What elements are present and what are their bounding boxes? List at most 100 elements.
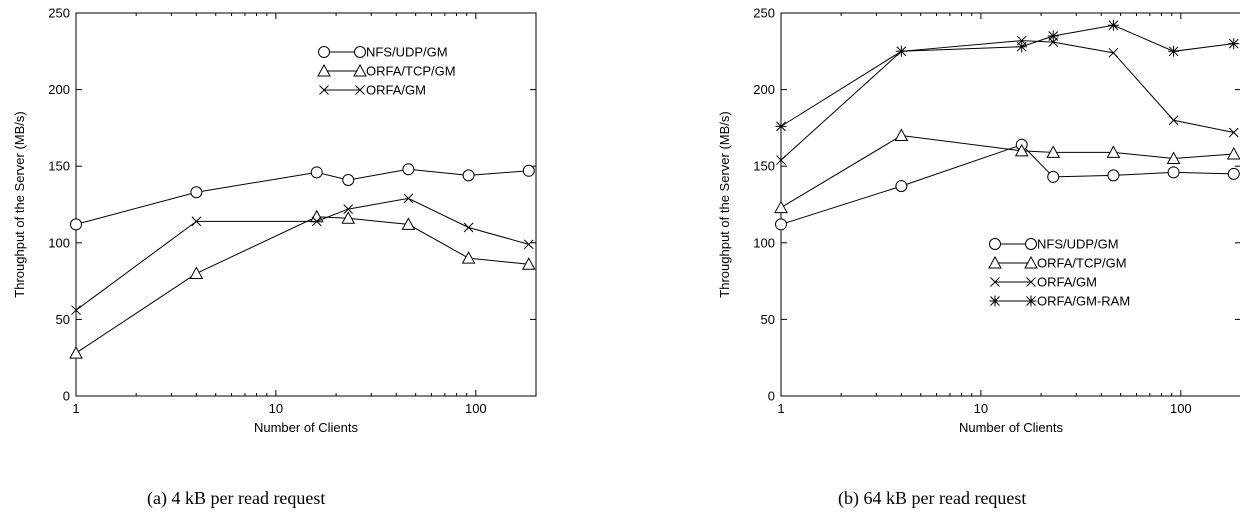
chart-b-series-0-point <box>1047 170 1060 183</box>
chart-b-series-0-point <box>895 180 908 193</box>
chart-a-series-2-point <box>403 193 414 204</box>
chart-b-series-3-point <box>1047 30 1059 42</box>
chart-a-series-1-point <box>401 217 416 230</box>
chart-b-xlabel: Number of Clients <box>959 420 1064 435</box>
chart-a-ytick-label: 50 <box>56 312 70 327</box>
chart-panel-a: 0 50 100 150 200 250 1 10 100 Number of Clients Th… <box>0 0 600 519</box>
chart-b-series-3-point <box>1168 45 1180 57</box>
chart-b-ylabel: Throughput of the Server (MB/s) <box>717 111 732 297</box>
chart-b-legend-marker <box>1025 238 1037 250</box>
chart-a-ytick-label: 250 <box>48 6 70 21</box>
chart-a-series-2-point <box>311 216 322 227</box>
caption-b: (b) 64 kB per read request <box>838 488 1027 508</box>
chart-b-legend-marker <box>988 255 1002 269</box>
chart-a-ytick-label: 100 <box>48 235 70 250</box>
chart-a-ytick-label: 200 <box>48 82 70 97</box>
chart-a-svg: 0 50 100 150 200 250 1 10 100 Number of Clients Th… <box>12 6 537 435</box>
chart-b-ytick-label: 50 <box>761 312 775 327</box>
chart-a-legend-label: ORFA/GM <box>366 83 426 98</box>
chart-b-series-2-point <box>1228 127 1239 138</box>
chart-a-series-2-point <box>343 204 354 214</box>
chart-a-legend-marker <box>318 46 330 58</box>
chart-a-series-1-point <box>521 257 536 270</box>
chart-b-series-2-point <box>776 155 786 165</box>
chart-b-series-1-point <box>1106 145 1121 158</box>
chart-a-legend-marker <box>353 63 367 77</box>
chart-b-legend-label: ORFA/GM <box>1037 275 1097 290</box>
chart-b-series-0-line <box>780 144 1234 225</box>
chart-b-series-1-point <box>774 200 788 214</box>
chart-a-legend-marker <box>319 85 329 95</box>
chart-a-legend-label: NFS/UDP/GM <box>366 45 448 60</box>
chart-b-legend-marker <box>990 277 1000 287</box>
chart-b-series-2-line <box>780 40 1234 161</box>
chart-b-series-1-point <box>1046 145 1061 158</box>
chart-a-series-0-point <box>522 164 535 177</box>
chart-a-legend-label: ORFA/TCP/GM <box>366 64 456 79</box>
chart-b-series-0-point <box>1227 167 1240 180</box>
chart-a-series-2-point <box>191 216 202 227</box>
chart-b-series-3-point <box>1107 19 1119 31</box>
chart-b-series-2-point <box>1168 115 1179 126</box>
chart-a-legend-marker <box>317 63 331 77</box>
chart-a-legend-marker <box>355 85 365 95</box>
chart-a-series-0-line <box>75 168 529 225</box>
chart-a-series-2-point <box>71 305 81 316</box>
chart-b-xtick-label: 100 <box>1170 401 1192 416</box>
chart-a-legend-marker <box>354 46 366 58</box>
chart-a-series-2-point <box>523 239 534 250</box>
chart-b-series-2-point <box>1108 47 1119 58</box>
chart-a-series-1-point <box>189 266 204 279</box>
chart-a-ytick-label: 150 <box>48 159 70 174</box>
chart-b-series-1-point <box>1014 143 1029 157</box>
chart-b-legend-marker <box>1024 255 1038 269</box>
chart-b-series-1-line <box>780 135 1234 208</box>
chart-b-ytick-label: 150 <box>753 159 775 174</box>
chart-a-series-0-point <box>402 163 415 176</box>
chart-b-series-1-point <box>894 128 909 142</box>
chart-a-series-0-point <box>342 173 355 186</box>
chart-b-series-3-point <box>895 45 907 57</box>
chart-a-xtick-label: 10 <box>269 401 283 416</box>
chart-a-series-1-line <box>75 216 529 354</box>
chart-b-legend-marker <box>1026 277 1036 287</box>
chart-a-series-1-point <box>461 251 476 264</box>
chart-a-series-0-point <box>190 186 203 199</box>
chart-a-series-0-point <box>462 169 475 182</box>
chart-panel-b: 0 50 100 150 200 250 1 10 100 Number of Clients Th… <box>700 0 1240 519</box>
chart-b-series-3-point <box>1228 38 1240 50</box>
chart-b-legend-label: NFS/UDP/GM <box>1037 237 1119 252</box>
chart-a-series-0-point <box>70 218 82 231</box>
chart-b-series-1-point <box>1166 151 1181 165</box>
chart-a-xlabel: Number of Clients <box>254 420 359 435</box>
chart-b-plot-frame <box>780 12 1240 397</box>
chart-b-ytick-label: 200 <box>753 82 775 97</box>
chart-b-series-3-point <box>775 120 787 132</box>
chart-b-series-0-point <box>775 218 787 231</box>
chart-b-legend-marker <box>989 295 1001 307</box>
chart-a-series-1-point <box>69 346 83 359</box>
chart-a-plot-frame <box>75 12 537 397</box>
chart-b-ytick-label: 250 <box>753 6 775 21</box>
chart-b-xtick-label: 1 <box>777 401 784 416</box>
chart-b-ytick-label: 100 <box>753 235 775 250</box>
chart-b-series-1-point <box>1226 146 1240 160</box>
chart-b-xtick-label: 10 <box>974 401 988 416</box>
chart-a-series-0-point <box>310 166 323 179</box>
chart-b-series-0-point <box>1107 169 1120 182</box>
chart-b-series-3-point <box>1016 41 1028 53</box>
chart-b-legend-label: ORFA/GM-RAM <box>1037 294 1130 309</box>
chart-a-xtick-label: 100 <box>465 401 487 416</box>
chart-a-series-1-point <box>341 211 356 224</box>
chart-b-ytick-label: 0 <box>768 389 775 404</box>
chart-b-legend-marker <box>989 238 1001 250</box>
caption-a: (a) 4 kB per read request <box>147 488 326 508</box>
chart-a-ytick-label: 0 <box>63 389 70 404</box>
chart-b-legend-label: ORFA/TCP/GM <box>1037 256 1127 271</box>
chart-b-svg: 0 50 100 150 200 250 1 10 100 Number of Clients Th… <box>717 6 1240 435</box>
chart-a-series-2-point <box>463 222 474 233</box>
chart-a-xtick-label: 1 <box>72 401 79 416</box>
chart-a-ylabel: Throughput of the Server (MB/s) <box>12 111 27 297</box>
chart-b-series-0-point <box>1167 166 1180 179</box>
chart-b-legend-marker <box>1025 295 1037 307</box>
